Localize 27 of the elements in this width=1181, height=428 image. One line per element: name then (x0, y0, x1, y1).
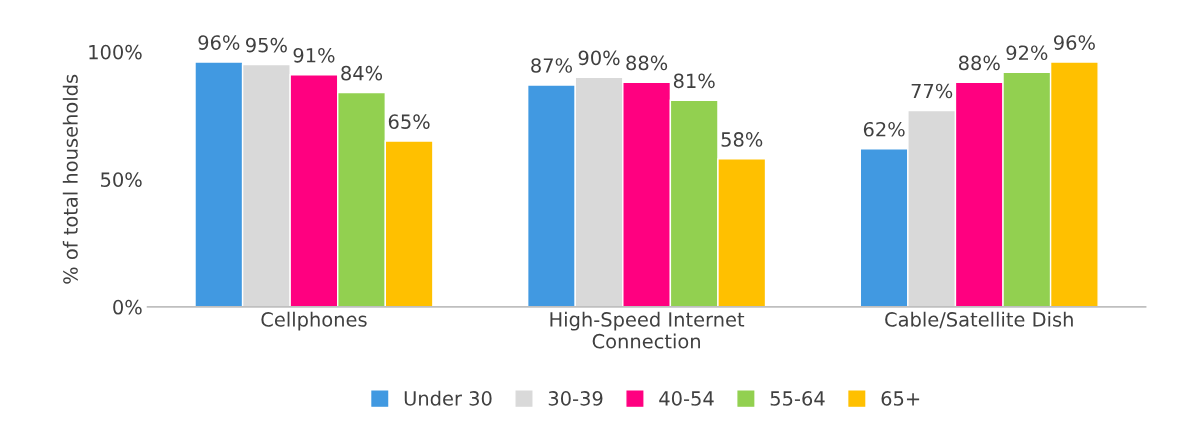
data-label: 62% (863, 121, 905, 137)
x-tick-label: High-Speed Internet Connection (550, 311, 745, 349)
data-label: 81% (673, 73, 715, 89)
data-label: 95% (246, 37, 287, 53)
y-tick-label: 100% (89, 44, 142, 60)
legend-label: 40-54 (659, 391, 714, 406)
data-label: 58% (721, 132, 763, 147)
data-label: 88% (958, 55, 1000, 71)
data-label: 92% (1006, 45, 1048, 61)
data-label: 87% (531, 58, 572, 73)
legend-label: Under 30 (404, 390, 492, 406)
data-label: 91% (293, 47, 335, 63)
data-label: 77% (911, 83, 953, 99)
x-tick-label: Cellphones (261, 311, 367, 331)
data-label: 84% (341, 65, 383, 81)
data-label: 88% (626, 55, 668, 71)
data-label: 96% (1054, 35, 1095, 50)
y-axis-title: % of total households (62, 74, 78, 284)
data-label: 65% (388, 114, 430, 129)
legend-label: 30-39 (548, 391, 603, 406)
data-label: 90% (578, 50, 620, 66)
y-tick-label: 50% (101, 172, 142, 187)
data-label: 96% (198, 35, 240, 50)
x-tick-label: Cable/Satellite Dish (885, 311, 1073, 329)
legend-label: 55-64 (770, 391, 825, 406)
legend-label: 65+ (881, 391, 920, 406)
y-tick-label: 0% (113, 299, 142, 315)
